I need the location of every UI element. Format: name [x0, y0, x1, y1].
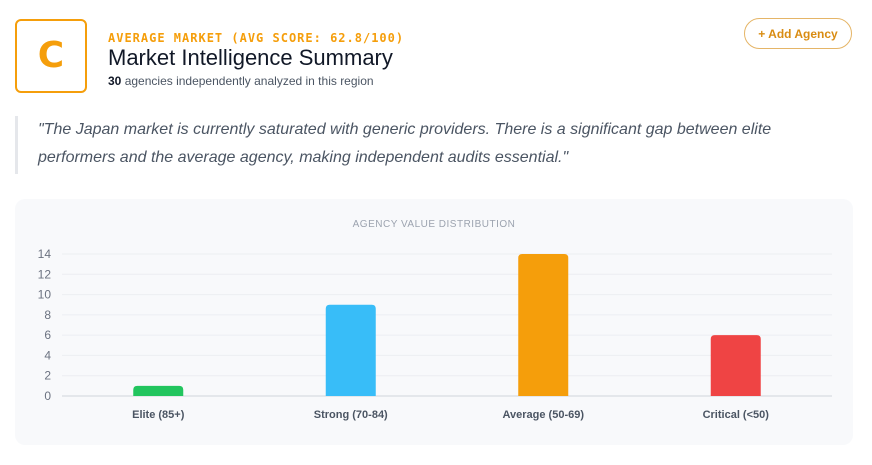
- x-tick-label: Elite (85+): [132, 409, 185, 421]
- y-tick-label: 4: [44, 348, 51, 362]
- y-tick-label: 10: [38, 288, 52, 302]
- y-tick-label: 8: [44, 308, 51, 322]
- agency-count-summary: 30 agencies independently analyzed in th…: [108, 74, 374, 88]
- bar-elite: [133, 385, 184, 396]
- distribution-chart: AGENCY VALUE DISTRIBUTION 0 2 4 6 8 10 12 14 Elit…: [38, 219, 832, 421]
- y-tick-label: 0: [44, 389, 51, 403]
- x-tick-label: Critical (<50): [703, 409, 770, 421]
- y-tick-label: 2: [44, 369, 51, 383]
- agency-count-text: agencies independently analyzed in this …: [124, 74, 374, 88]
- x-tick-label: Strong (70-84): [314, 409, 388, 421]
- add-agency-button[interactable]: + Add Agency: [744, 18, 852, 49]
- agency-count: 30: [108, 74, 122, 88]
- grade-badge: C: [15, 19, 87, 93]
- y-tick-label: 14: [38, 247, 52, 261]
- page-title: Market Intelligence Summary: [108, 45, 393, 70]
- market-rating-label: AVERAGE MARKET (AVG SCORE: 62.8/100): [108, 31, 405, 45]
- grade-letter: C: [37, 35, 65, 76]
- bar-strong: [325, 304, 376, 396]
- bar-critical: [710, 335, 761, 396]
- x-tick-label: Average (50-69): [502, 409, 584, 421]
- distribution-chart-card: AGENCY VALUE DISTRIBUTION 0 2 4 6 8 10 12 14 Elit…: [15, 199, 853, 445]
- bar-average: [518, 254, 569, 396]
- y-tick-label: 6: [44, 328, 51, 342]
- market-quote: "The Japan market is currently saturated…: [15, 116, 838, 174]
- chart-title: AGENCY VALUE DISTRIBUTION: [353, 219, 516, 230]
- y-tick-label: 12: [38, 267, 52, 281]
